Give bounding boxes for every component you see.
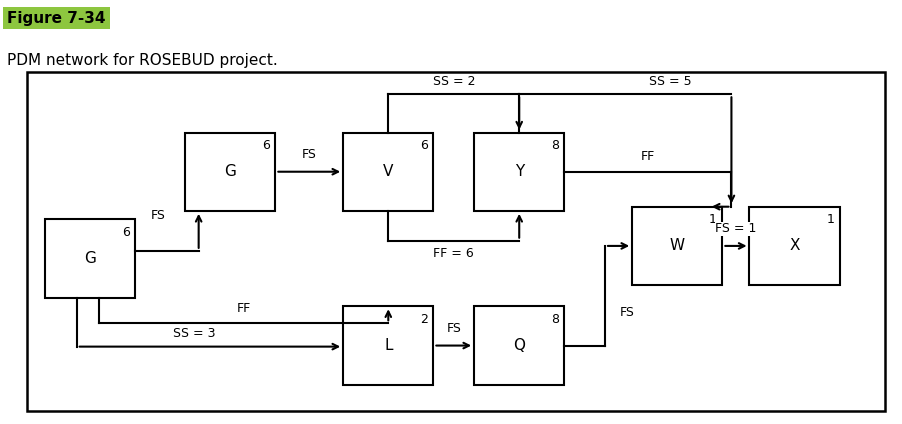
Bar	[185, 132, 275, 211]
Text: SS = 2: SS = 2	[432, 75, 474, 88]
Text: PDM network for ROSEBUD project.: PDM network for ROSEBUD project.	[7, 53, 278, 68]
Bar	[45, 220, 135, 298]
Bar	[343, 132, 433, 211]
Bar	[749, 207, 839, 285]
Text: 8: 8	[550, 313, 558, 326]
Text: Figure 7-34: Figure 7-34	[7, 11, 106, 25]
Text: W: W	[669, 238, 684, 254]
Text: FS: FS	[446, 322, 461, 335]
Text: 6: 6	[262, 139, 270, 152]
Bar	[343, 306, 433, 385]
Text: G: G	[224, 164, 236, 179]
Bar	[474, 132, 564, 211]
Text: 6: 6	[122, 226, 130, 239]
Text: FF: FF	[640, 151, 654, 163]
Bar	[474, 306, 564, 385]
Text: 1: 1	[825, 213, 833, 226]
Text: V: V	[382, 164, 393, 179]
Text: 8: 8	[550, 139, 558, 152]
Text: FS: FS	[151, 209, 165, 222]
Text: FF = 6: FF = 6	[433, 247, 474, 260]
Text: X: X	[788, 238, 799, 254]
Text: Q: Q	[512, 338, 525, 353]
Text: G: G	[84, 251, 97, 266]
FancyBboxPatch shape	[27, 72, 884, 411]
Text: 6: 6	[419, 139, 428, 152]
Bar	[631, 207, 722, 285]
Text: 1: 1	[708, 213, 716, 226]
Text: SS = 5: SS = 5	[649, 75, 691, 88]
Text: Y: Y	[514, 164, 523, 179]
Text: FF: FF	[236, 302, 251, 315]
Text: FS: FS	[620, 306, 634, 319]
Text: FS: FS	[301, 148, 317, 161]
Text: 2: 2	[419, 313, 428, 326]
Text: FS = 1: FS = 1	[714, 223, 756, 235]
Text: SS = 3: SS = 3	[172, 327, 216, 340]
Text: L: L	[383, 338, 392, 353]
